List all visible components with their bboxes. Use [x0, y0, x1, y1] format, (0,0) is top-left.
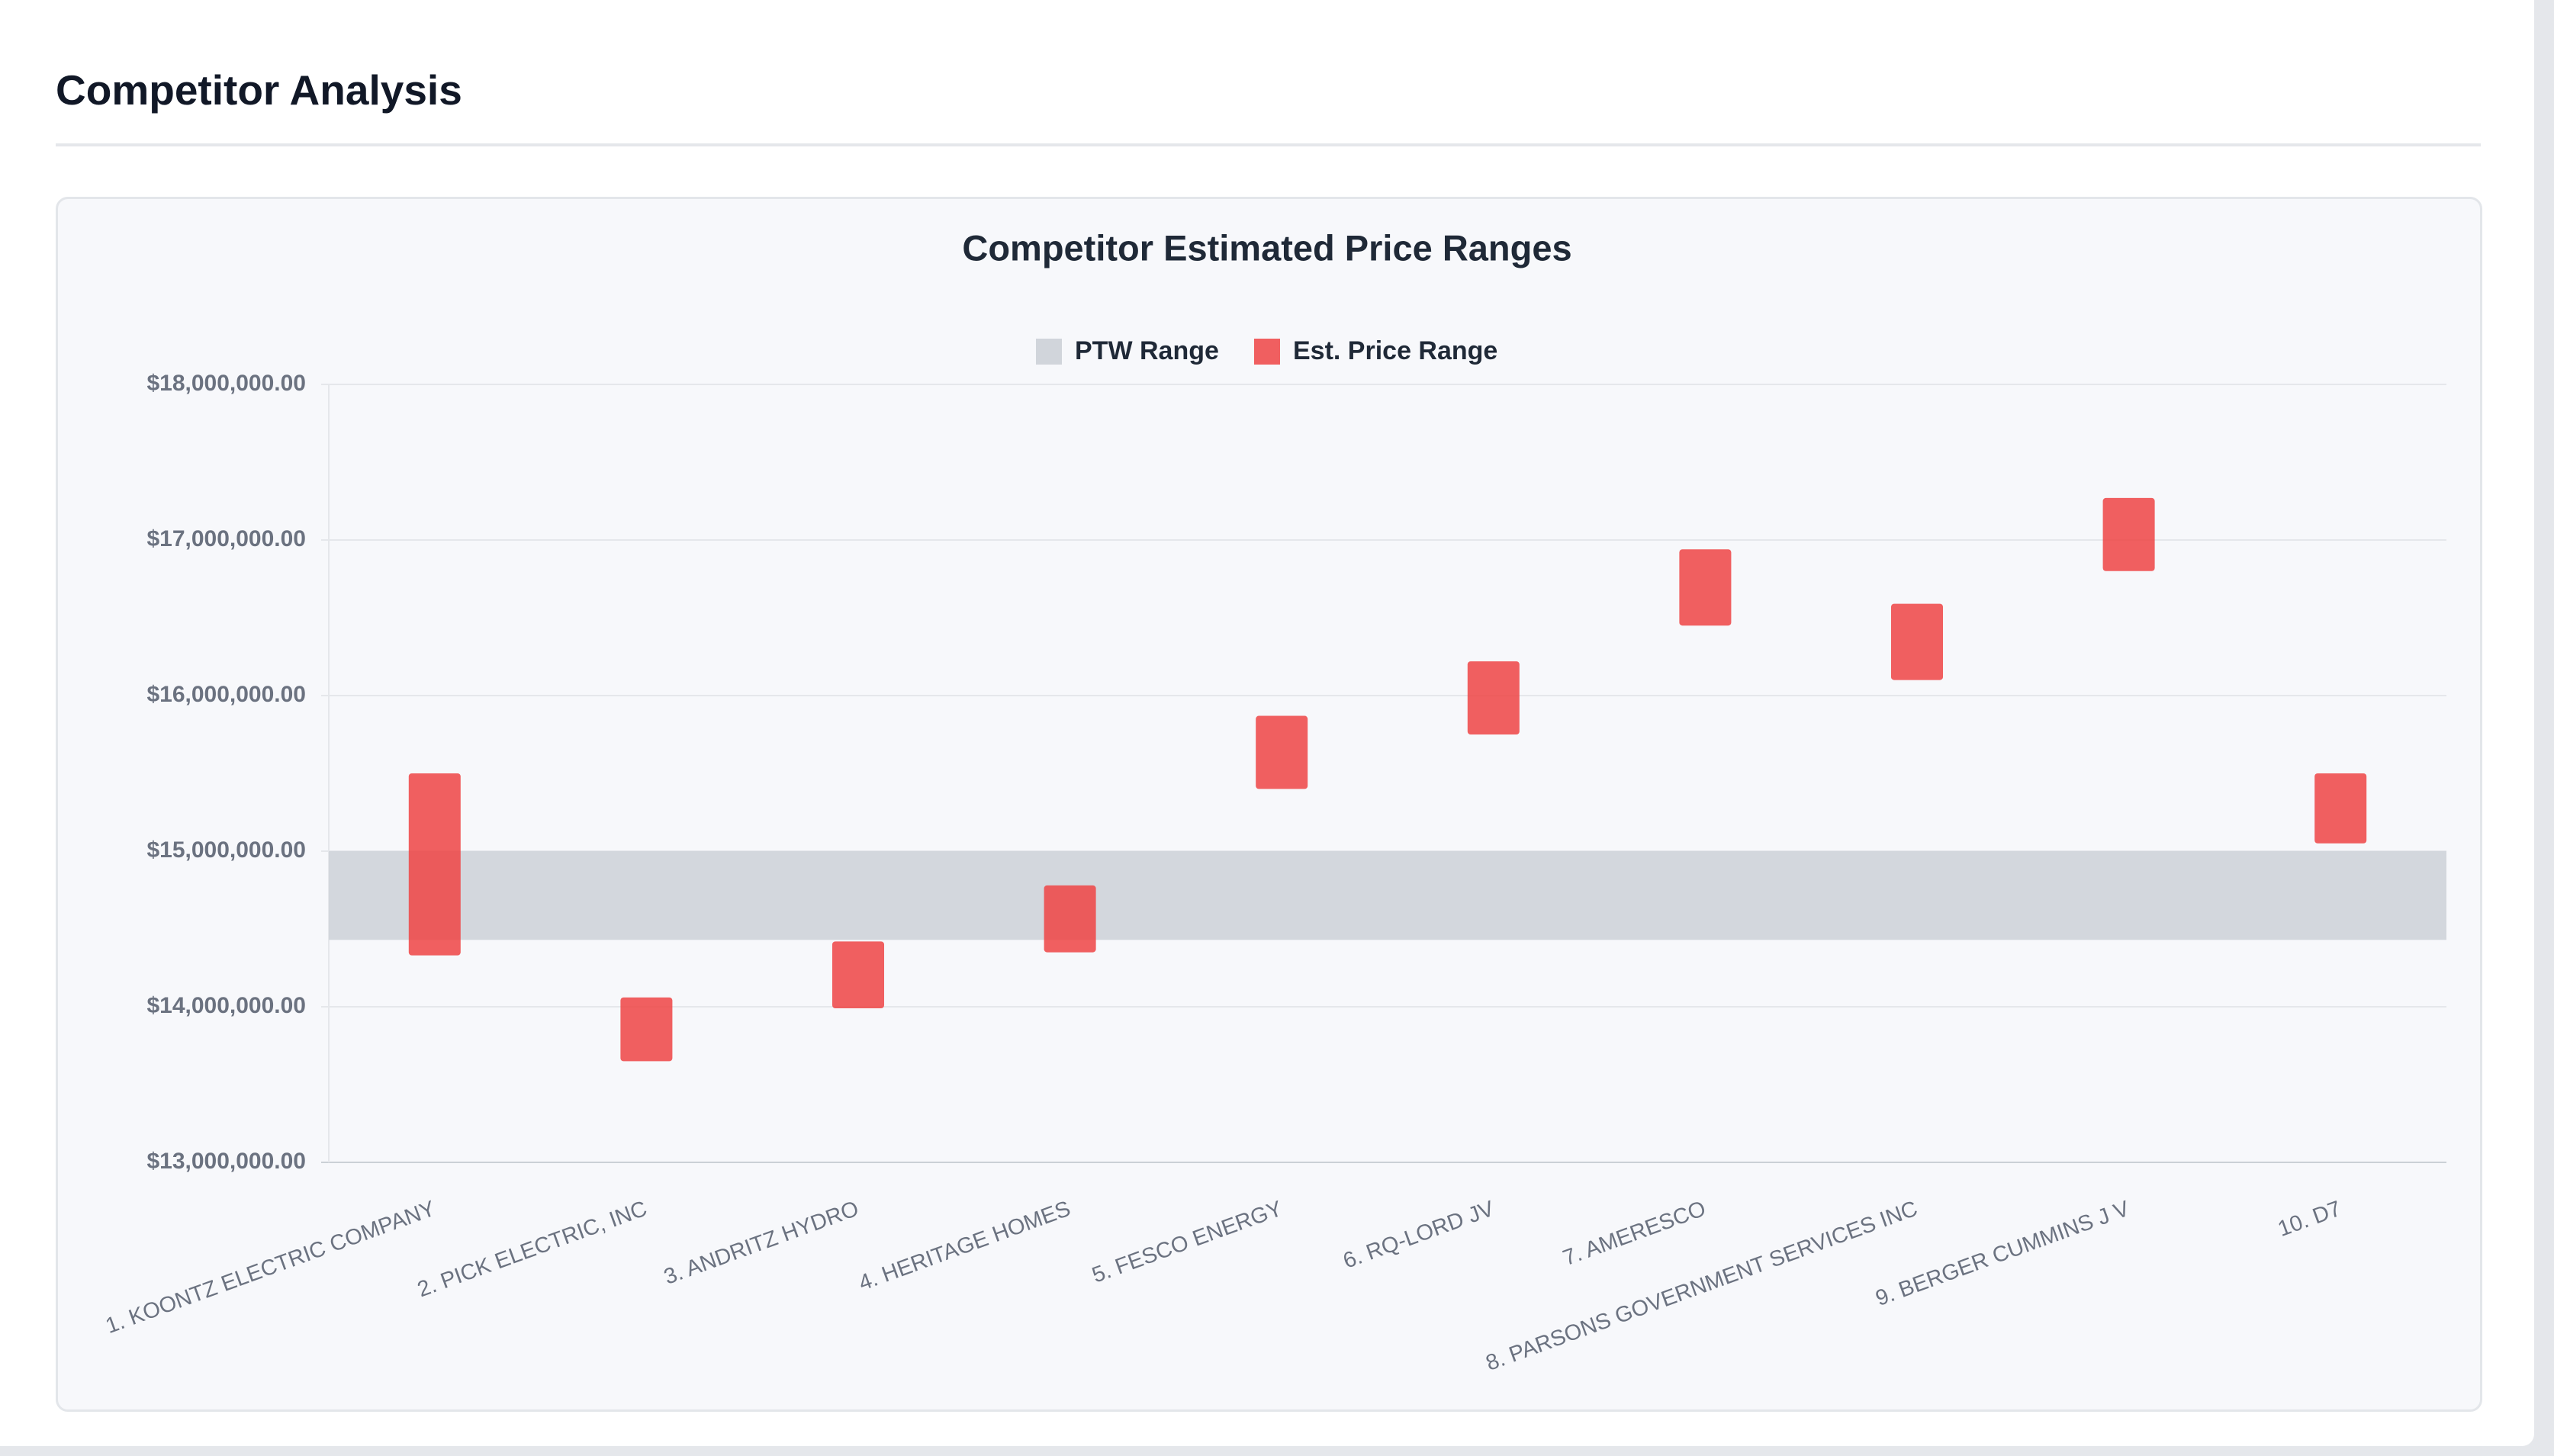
- chart-title: Competitor Estimated Price Ranges: [962, 227, 1571, 268]
- x-tick-label: 2. PICK ELECTRIC, INC: [414, 1197, 650, 1303]
- x-tick-label: 10. D7: [2275, 1197, 2344, 1242]
- x-tick-label: 6. RQ-LORD JV: [1340, 1196, 1498, 1273]
- range-bar: [620, 997, 673, 1062]
- range-bar: [2102, 497, 2155, 571]
- divider: [56, 143, 2481, 146]
- range-bar: [1044, 885, 1096, 953]
- range-bar: [1256, 715, 1308, 789]
- y-tick-label: $16,000,000.00: [146, 682, 306, 707]
- y-tick-label: $14,000,000.00: [146, 993, 306, 1018]
- page-title: Competitor Analysis: [56, 66, 462, 114]
- y-tick-label: $17,000,000.00: [146, 526, 306, 551]
- y-tick-label: $18,000,000.00: [146, 371, 306, 396]
- range-bar: [1890, 603, 1944, 680]
- y-tick-label: $15,000,000.00: [146, 837, 306, 863]
- y-tick-label: $13,000,000.00: [146, 1149, 306, 1174]
- x-tick-label: 7. AMERESCO: [1560, 1197, 1710, 1271]
- range-bar: [408, 773, 461, 956]
- legend-swatch: [1254, 339, 1280, 365]
- x-tick-label: 3. ANDRITZ HYDRO: [661, 1197, 862, 1290]
- legend-label: Est. Price Range: [1293, 336, 1497, 365]
- range-bar: [2314, 773, 2367, 844]
- x-tick-label: 1. KOONTZ ELECTRIC COMPANY: [102, 1197, 438, 1339]
- ptw-band: [329, 851, 2446, 940]
- range-bar: [1467, 661, 1520, 734]
- legend-swatch: [1036, 339, 1062, 365]
- x-tick-label: 4. HERITAGE HOMES: [856, 1197, 1074, 1296]
- legend-label: PTW Range: [1075, 336, 1219, 365]
- range-bar: [1679, 549, 1732, 626]
- range-bar: [831, 941, 885, 1009]
- x-tick-label: 5. FESCO ENERGY: [1089, 1197, 1285, 1288]
- x-tick-label: 8. PARSONS GOVERNMENT SERVICES INC: [1483, 1197, 1921, 1376]
